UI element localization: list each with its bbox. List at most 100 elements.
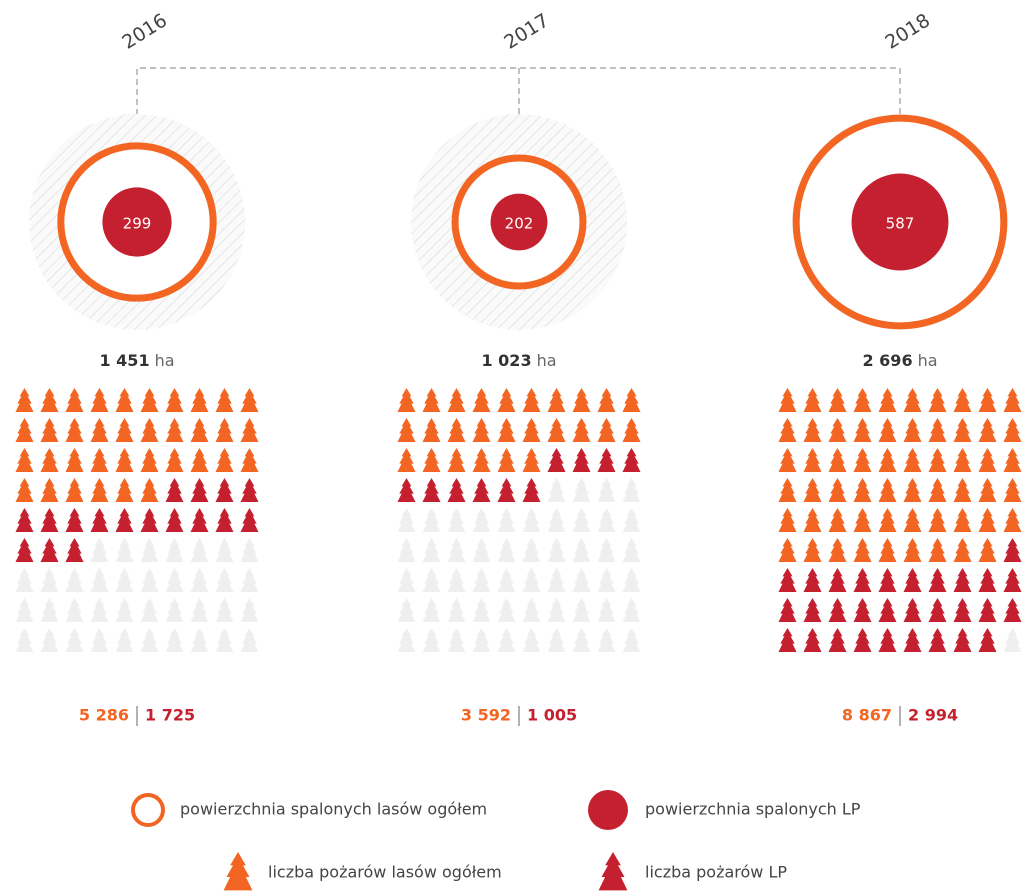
tree bbox=[1003, 598, 1022, 622]
tree bbox=[90, 418, 109, 442]
tree bbox=[90, 568, 109, 592]
tree bbox=[928, 568, 947, 592]
tree bbox=[1003, 568, 1022, 592]
tree bbox=[547, 628, 566, 652]
tree bbox=[497, 388, 516, 412]
tree bbox=[140, 568, 159, 592]
tree bbox=[622, 598, 641, 622]
tree bbox=[447, 538, 466, 562]
tree bbox=[65, 388, 84, 412]
tree bbox=[828, 508, 847, 532]
tree bbox=[903, 508, 922, 532]
connector bbox=[136, 67, 901, 115]
tree bbox=[447, 448, 466, 472]
tree bbox=[803, 568, 822, 592]
tree bbox=[828, 478, 847, 502]
tree bbox=[422, 418, 441, 442]
tree bbox=[165, 568, 184, 592]
tree bbox=[422, 508, 441, 532]
tree bbox=[140, 478, 159, 502]
tree bbox=[903, 538, 922, 562]
tree bbox=[878, 478, 897, 502]
tree bbox=[803, 478, 822, 502]
tree bbox=[522, 508, 541, 532]
tree bbox=[397, 628, 416, 652]
tree bbox=[165, 508, 184, 532]
tree bbox=[240, 448, 259, 472]
tree bbox=[953, 538, 972, 562]
tree bbox=[397, 508, 416, 532]
area-total-label: 1 451 ha bbox=[99, 351, 174, 370]
tree bbox=[978, 478, 997, 502]
tree bbox=[190, 598, 209, 622]
tree bbox=[65, 478, 84, 502]
tree bbox=[190, 388, 209, 412]
tree bbox=[240, 478, 259, 502]
tree bbox=[15, 598, 34, 622]
tree bbox=[597, 418, 616, 442]
tree bbox=[190, 478, 209, 502]
tree bbox=[1003, 478, 1022, 502]
area-value: 1 451 bbox=[99, 351, 149, 370]
tree bbox=[190, 448, 209, 472]
tree bbox=[190, 568, 209, 592]
tree bbox=[547, 418, 566, 442]
tree bbox=[240, 418, 259, 442]
tree bbox=[240, 568, 259, 592]
tree bbox=[522, 628, 541, 652]
tree bbox=[978, 598, 997, 622]
tree bbox=[803, 508, 822, 532]
area-lp-dot bbox=[102, 187, 172, 257]
tree bbox=[953, 478, 972, 502]
tree bbox=[903, 628, 922, 652]
tree bbox=[828, 628, 847, 652]
tree bbox=[928, 448, 947, 472]
tree bbox=[190, 418, 209, 442]
tree bbox=[90, 478, 109, 502]
tree bbox=[878, 598, 897, 622]
tree bbox=[472, 448, 491, 472]
tree bbox=[1003, 388, 1022, 412]
tree bbox=[215, 478, 234, 502]
tree bbox=[15, 388, 34, 412]
fires-total-label: 5 286 bbox=[79, 706, 129, 725]
tree bbox=[778, 568, 797, 592]
tree bbox=[15, 628, 34, 652]
tree bbox=[397, 448, 416, 472]
tree bbox=[140, 598, 159, 622]
tree bbox=[828, 418, 847, 442]
tree bbox=[572, 628, 591, 652]
tree bbox=[397, 478, 416, 502]
tree bbox=[65, 448, 84, 472]
tree bbox=[140, 448, 159, 472]
tree bbox=[165, 388, 184, 412]
legend-label: liczba pożarów lasów ogółem bbox=[268, 863, 502, 882]
tree bbox=[622, 538, 641, 562]
tree bbox=[140, 628, 159, 652]
year-label: 2016 bbox=[118, 9, 171, 53]
tree bbox=[953, 568, 972, 592]
tree bbox=[622, 628, 641, 652]
tree bbox=[978, 508, 997, 532]
tree bbox=[65, 538, 84, 562]
legend-tree bbox=[223, 852, 253, 891]
area-lp-label: 299 bbox=[123, 215, 152, 233]
tree bbox=[1003, 448, 1022, 472]
tree bbox=[65, 568, 84, 592]
tree bbox=[778, 628, 797, 652]
area-unit: ha bbox=[155, 351, 175, 370]
year-label: 2017 bbox=[500, 9, 553, 53]
tree bbox=[115, 478, 134, 502]
area-total-label: 1 023 ha bbox=[481, 351, 556, 370]
tree bbox=[165, 628, 184, 652]
fires-total-label: 8 867 bbox=[842, 706, 892, 725]
tree bbox=[447, 478, 466, 502]
tree bbox=[928, 388, 947, 412]
area-unit: ha bbox=[537, 351, 557, 370]
tree bbox=[447, 388, 466, 412]
tree bbox=[422, 478, 441, 502]
tree bbox=[878, 538, 897, 562]
area-unit: ha bbox=[918, 351, 938, 370]
tree bbox=[447, 598, 466, 622]
